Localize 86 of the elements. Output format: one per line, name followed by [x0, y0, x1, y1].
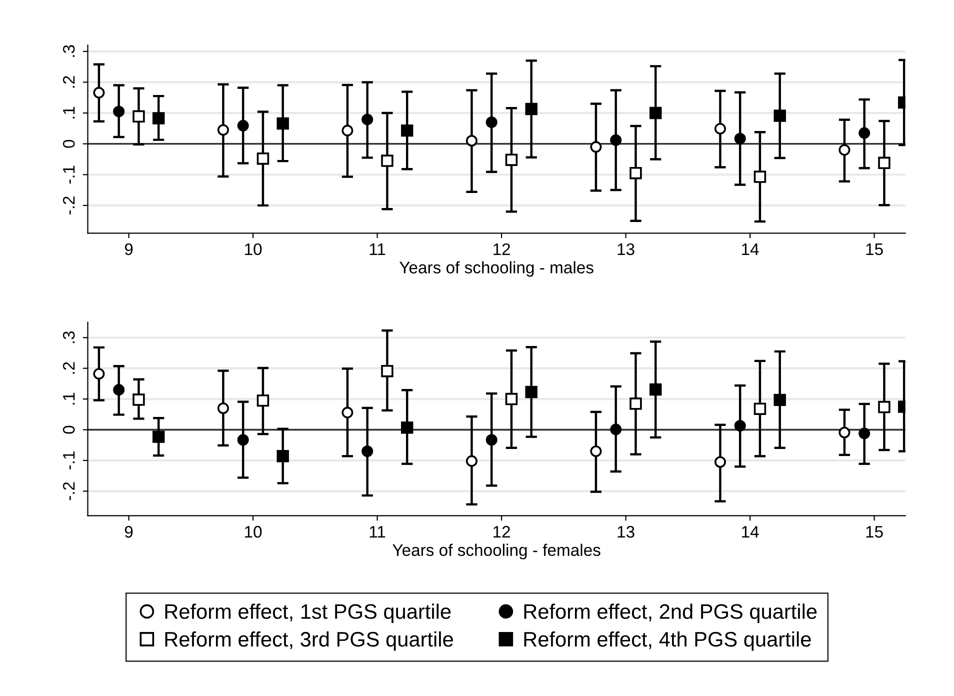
point	[505, 392, 518, 406]
y-tick-label: -.1	[63, 452, 75, 470]
point	[858, 428, 870, 440]
point	[93, 368, 105, 380]
legend-label: Reform effect, 1st PGS quartile	[165, 604, 451, 624]
y-tick-label: -.2	[62, 482, 75, 500]
point	[878, 400, 890, 414]
point	[237, 120, 249, 132]
point	[93, 86, 105, 98]
point	[838, 144, 850, 156]
point	[276, 117, 289, 130]
point	[649, 383, 662, 396]
x-tick-label: 9	[124, 526, 133, 538]
y-tick-label: -.2	[62, 196, 75, 214]
y-tick-label: .3	[62, 45, 75, 57]
point	[381, 154, 394, 167]
point	[217, 402, 229, 414]
y-tick-label: .3	[62, 331, 75, 344]
point	[610, 424, 622, 436]
point	[342, 124, 354, 136]
point	[630, 166, 642, 180]
point	[466, 455, 478, 467]
point	[590, 141, 602, 153]
point	[152, 112, 165, 124]
point	[342, 406, 354, 418]
x-tick-label: 15	[866, 243, 883, 256]
point	[630, 398, 642, 410]
point	[256, 394, 270, 407]
point	[113, 106, 125, 118]
x-tick-label: 15	[866, 526, 883, 538]
point	[714, 456, 726, 468]
point	[610, 134, 622, 146]
x-tick-label: 14	[742, 243, 759, 255]
point	[858, 127, 870, 139]
x-tick-label: 10	[245, 526, 262, 538]
y-tick-label: .2	[62, 362, 75, 374]
x-tick-label: 9	[124, 243, 133, 256]
point	[362, 445, 374, 458]
point	[838, 426, 850, 438]
point	[525, 102, 538, 116]
legend-label: Reform effect, 2nd PGS quartile	[524, 604, 817, 624]
legend-label: Reform effect, 3rd PGS quartile	[165, 631, 453, 651]
point	[754, 170, 766, 183]
point	[152, 430, 165, 443]
y-tick-label: 0	[62, 426, 75, 434]
x-tick-label: 12	[494, 526, 510, 538]
point	[237, 434, 249, 446]
point	[132, 394, 145, 406]
point	[400, 124, 414, 137]
point	[276, 450, 289, 462]
point	[590, 445, 602, 458]
y-tick-label: -.1	[63, 166, 75, 184]
point	[132, 110, 145, 123]
point	[774, 394, 786, 406]
point	[217, 124, 229, 136]
point	[734, 420, 746, 432]
x-tick-label: 10	[245, 243, 262, 256]
point	[486, 434, 498, 446]
x-tick-label: 14	[742, 526, 759, 538]
point	[878, 156, 890, 170]
point	[381, 364, 394, 378]
x-tick-label: 13	[618, 243, 634, 256]
legend-label: Reform effect, 4th PGS quartile	[524, 631, 811, 651]
point	[256, 152, 270, 165]
point	[649, 106, 662, 120]
y-tick-label: .1	[63, 106, 75, 118]
x-axis-title: Years of schooling - males	[399, 261, 594, 277]
y-tick-label: .1	[63, 392, 75, 404]
x-tick-label: 12	[494, 243, 510, 255]
y-tick-label: 0	[62, 140, 75, 148]
point	[525, 386, 538, 398]
point	[714, 122, 726, 134]
y-tick-label: .2	[62, 76, 75, 88]
point	[400, 421, 414, 434]
point	[734, 132, 746, 144]
point	[362, 114, 374, 126]
x-tick-label: 11	[370, 526, 386, 538]
point	[486, 116, 498, 128]
x-axis-title: Years of schooling - females	[392, 544, 600, 560]
point	[113, 384, 125, 396]
point	[466, 134, 478, 147]
x-tick-label: 11	[370, 243, 386, 255]
point	[505, 154, 518, 166]
point	[774, 110, 786, 122]
point	[754, 402, 766, 415]
x-tick-label: 13	[618, 526, 634, 538]
